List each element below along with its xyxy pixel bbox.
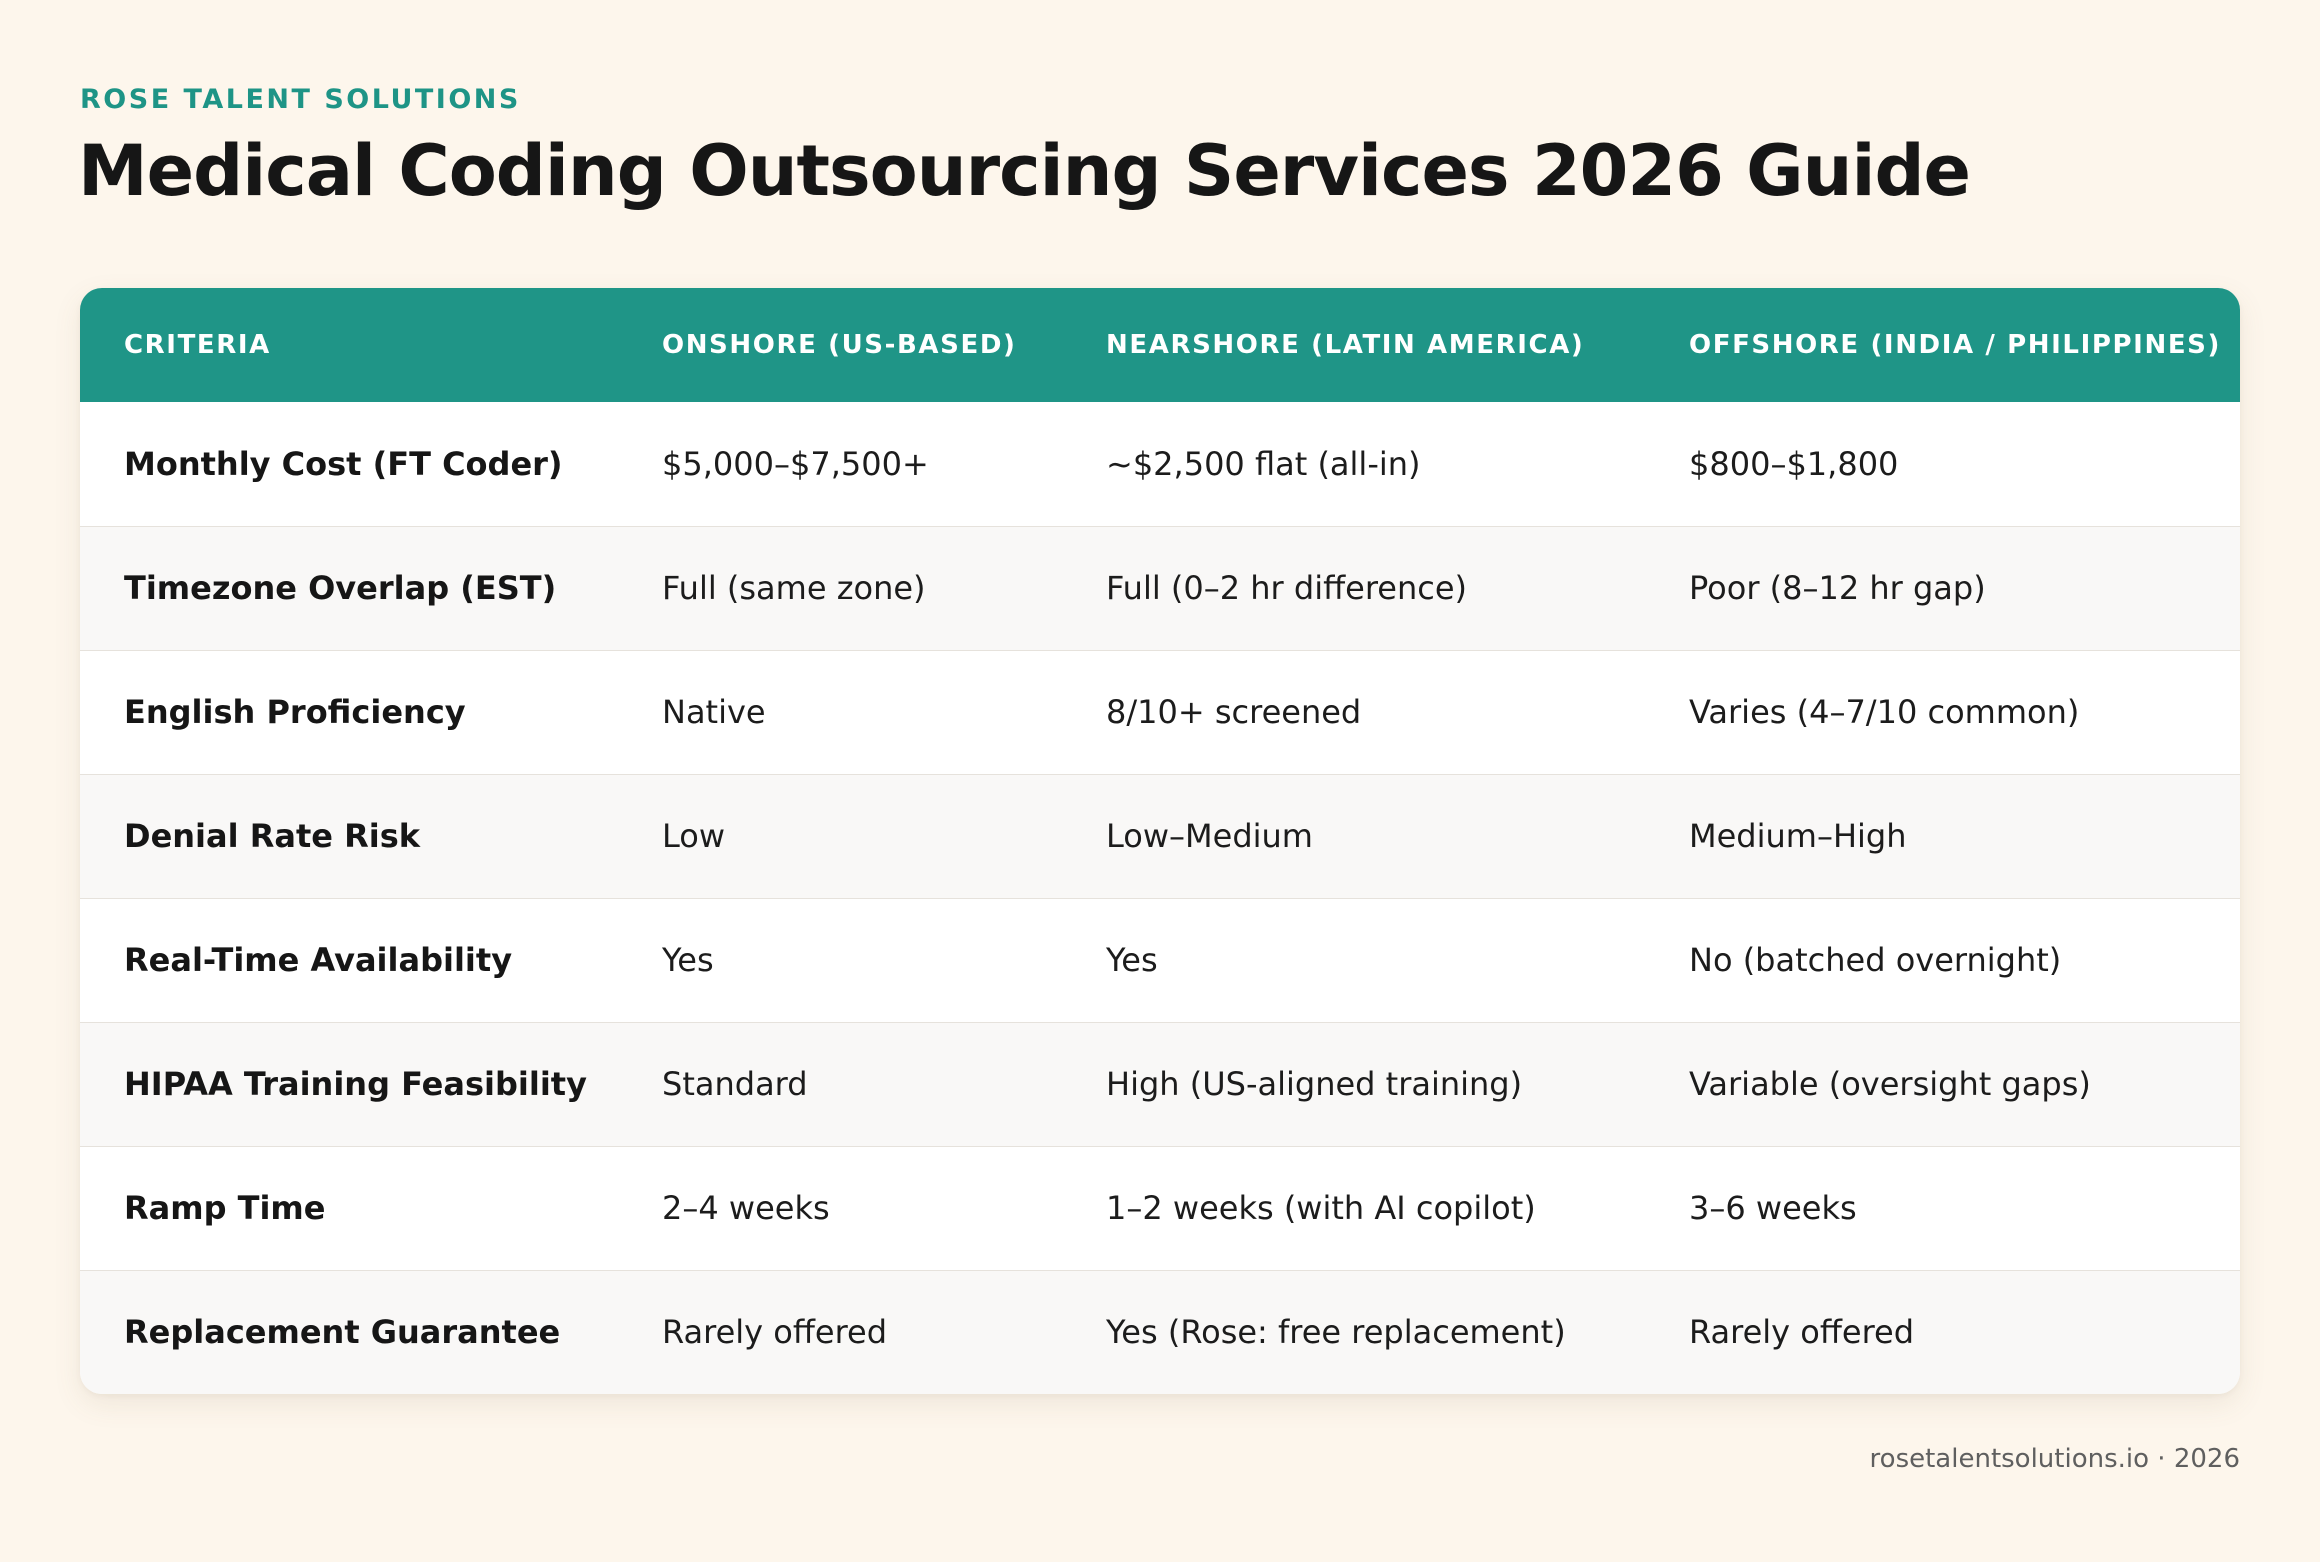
onshore-cell: $5,000–$7,500+ (662, 444, 929, 483)
header-nearshore: NEARSHORE (LATIN AMERICA) (1106, 330, 1585, 360)
table-row: Denial Rate Risk Low Low–Medium Medium–H… (80, 774, 2240, 898)
brand-name: ROSE TALENT SOLUTIONS (80, 84, 521, 115)
nearshore-cell: Full (0–2 hr difference) (1106, 569, 1467, 607)
onshore-cell: Full (same zone) (662, 569, 926, 607)
onshore-cell: 2–4 weeks (662, 1189, 830, 1227)
onshore-cell: Rarely offered (662, 1313, 888, 1352)
offshore-cell: Poor (8–12 hr gap) (1689, 569, 1986, 607)
offshore-cell: 3–6 weeks (1689, 1189, 1857, 1227)
criteria-cell: Ramp Time (124, 1189, 326, 1227)
table-row: Monthly Cost (FT Coder) $5,000–$7,500+ ~… (80, 402, 2240, 526)
nearshore-cell: Yes (1106, 941, 1158, 979)
criteria-cell: Real-Time Availability (124, 941, 513, 979)
nearshore-cell: ~$2,500 flat (all-in) (1106, 444, 1421, 483)
nearshore-cell: Yes (Rose: free replacement) (1106, 1313, 1566, 1352)
header-criteria: CRITERIA (124, 330, 271, 360)
onshore-cell: Yes (662, 941, 714, 979)
table-row: HIPAA Training Feasibility Standard High… (80, 1022, 2240, 1146)
offshore-cell: Rarely offered (1689, 1313, 1915, 1352)
offshore-cell: $800–$1,800 (1689, 444, 1899, 483)
criteria-cell: Timezone Overlap (EST) (124, 569, 557, 607)
header-row: CRITERIA ONSHORE (US-BASED) NEARSHORE (L… (80, 288, 2240, 402)
table-body: Monthly Cost (FT Coder) $5,000–$7,500+ ~… (80, 402, 2240, 1394)
header-offshore: OFFSHORE (INDIA / PHILIPPINES) (1689, 330, 2221, 360)
table-row: Timezone Overlap (EST) Full (same zone) … (80, 526, 2240, 650)
criteria-cell: Denial Rate Risk (124, 817, 421, 855)
onshore-cell: Standard (662, 1065, 808, 1103)
table-row: Real-Time Availability Yes Yes No (batch… (80, 898, 2240, 1022)
criteria-cell: English Proficiency (124, 693, 466, 731)
nearshore-cell: 8/10+ screened (1106, 693, 1362, 731)
comparison-table-card: CRITERIA ONSHORE (US-BASED) NEARSHORE (L… (80, 288, 2240, 1394)
page-title: Medical Coding Outsourcing Services 2026… (78, 130, 1971, 212)
table-row: Ramp Time 2–4 weeks 1–2 weeks (with AI c… (80, 1146, 2240, 1270)
header-onshore: ONSHORE (US-BASED) (662, 330, 1017, 360)
offshore-cell: Varies (4–7/10 common) (1689, 693, 2080, 731)
offshore-cell: Medium–High (1689, 817, 1907, 855)
table-header: CRITERIA ONSHORE (US-BASED) NEARSHORE (L… (80, 288, 2240, 402)
offshore-cell: Variable (oversight gaps) (1689, 1065, 2091, 1103)
criteria-cell: Replacement Guarantee (124, 1313, 561, 1352)
footer-credit: rosetalentsolutions.io · 2026 (1869, 1444, 2240, 1474)
onshore-cell: Native (662, 693, 766, 731)
comparison-table: CRITERIA ONSHORE (US-BASED) NEARSHORE (L… (80, 288, 2240, 1394)
nearshore-cell: Low–Medium (1106, 817, 1313, 855)
offshore-cell: No (batched overnight) (1689, 941, 2062, 979)
onshore-cell: Low (662, 817, 726, 855)
criteria-cell: HIPAA Training Feasibility (124, 1065, 587, 1103)
table-row: English Proficiency Native 8/10+ screene… (80, 650, 2240, 774)
criteria-cell: Monthly Cost (FT Coder) (124, 444, 563, 483)
table-row: Replacement Guarantee Rarely offered Yes… (80, 1270, 2240, 1394)
nearshore-cell: 1–2 weeks (with AI copilot) (1106, 1189, 1536, 1227)
nearshore-cell: High (US-aligned training) (1106, 1065, 1523, 1103)
